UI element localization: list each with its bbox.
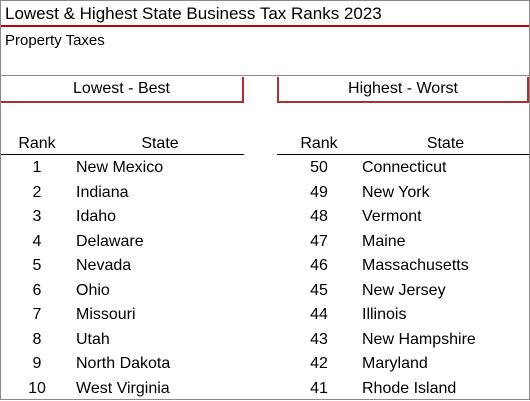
rank-cell: 2 — [1, 181, 73, 206]
rank-cell: 1 — [1, 156, 73, 181]
lowest-rank-header: Rank — [1, 133, 73, 155]
section-divider — [1, 75, 529, 76]
rank-cell: 49 — [277, 181, 361, 206]
rank-cell: 5 — [1, 254, 73, 279]
state-cell: Delaware — [76, 230, 144, 255]
highest-column-headers: Rank State — [277, 133, 529, 155]
state-cell: Idaho — [76, 205, 116, 230]
rank-cell: 46 — [277, 254, 361, 279]
rank-cell: 48 — [277, 205, 361, 230]
lowest-heading: Lowest - Best — [1, 77, 244, 103]
highest-rank-header: Rank — [277, 133, 361, 155]
state-cell: Nevada — [76, 254, 131, 279]
rank-cell: 10 — [1, 377, 73, 401]
rank-cell: 4 — [1, 230, 73, 255]
state-cell: Utah — [76, 328, 110, 353]
rank-cell: 9 — [1, 352, 73, 377]
state-cell: Connecticut — [362, 156, 447, 181]
page-title: Lowest & Highest State Business Tax Rank… — [1, 1, 529, 27]
state-cell: New Hampshire — [362, 328, 476, 353]
state-cell: Vermont — [362, 205, 422, 230]
state-cell: Indiana — [76, 181, 129, 206]
page-subtitle: Property Taxes — [1, 28, 529, 54]
rank-cell: 45 — [277, 279, 361, 304]
state-cell: Ohio — [76, 279, 110, 304]
highest-heading: Highest - Worst — [277, 77, 529, 103]
rank-cell: 43 — [277, 328, 361, 353]
rank-cell: 6 — [1, 279, 73, 304]
rank-cell: 47 — [277, 230, 361, 255]
rank-cell: 42 — [277, 352, 361, 377]
rank-cell: 8 — [1, 328, 73, 353]
state-cell: New Jersey — [362, 279, 446, 304]
rank-cell: 44 — [277, 303, 361, 328]
highest-state-header: State — [362, 133, 529, 155]
lowest-column-headers: Rank State — [1, 133, 244, 155]
state-cell: Rhode Island — [362, 377, 456, 401]
state-cell: Massachusetts — [362, 254, 469, 279]
rank-cell: 41 — [277, 377, 361, 401]
rank-cell: 50 — [277, 156, 361, 181]
lowest-state-header: State — [76, 133, 244, 155]
state-cell: Maryland — [362, 352, 428, 377]
state-cell: Illinois — [362, 303, 406, 328]
state-cell: New Mexico — [76, 156, 163, 181]
state-cell: Missouri — [76, 303, 136, 328]
rank-cell: 7 — [1, 303, 73, 328]
state-cell: Maine — [362, 230, 406, 255]
state-cell: New York — [362, 181, 430, 206]
state-cell: West Virginia — [76, 377, 170, 401]
rank-cell: 3 — [1, 205, 73, 230]
state-cell: North Dakota — [76, 352, 170, 377]
